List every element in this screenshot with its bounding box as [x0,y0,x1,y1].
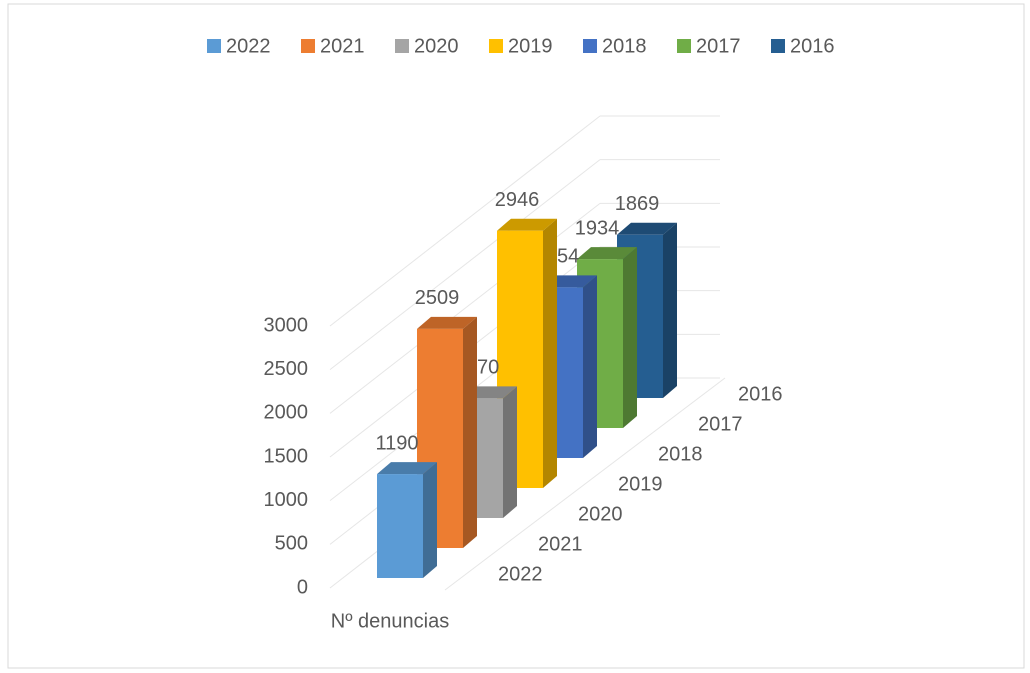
bar-side [543,218,557,488]
bar [377,474,423,578]
y-tick-label: 2000 [264,402,309,424]
bar-top [577,247,637,260]
bar-side [623,247,637,428]
legend-swatch [489,39,503,53]
y-tick-label: 0 [297,576,308,598]
value-label: 1190 [375,432,418,454]
legend-label: 2016 [790,35,835,57]
depth-label: 2018 [658,443,703,465]
depth-label: 2016 [738,383,783,405]
y-tick-label: 1000 [264,489,309,511]
y-tick-label: 1500 [264,445,309,467]
bar-side [423,462,437,578]
grid-line [329,159,601,371]
bar-top [497,218,557,231]
legend-label: 2019 [508,35,553,57]
y-tick-label: 500 [275,533,308,555]
bar-side [503,386,517,518]
y-tick-label: 2500 [264,358,309,380]
floor-edge [444,377,726,591]
legend-swatch [207,39,221,53]
bar-top [617,222,677,235]
x-tick-label: Nº denuncias [331,610,450,632]
depth-label: 2019 [618,473,663,495]
legend-swatch [395,39,409,53]
legend-label: 2022 [226,35,271,57]
bar-side [583,275,597,458]
bar-top [417,316,477,329]
depth-label: 2020 [578,503,623,525]
value-label: 2509 [415,287,460,309]
depth-label: 2017 [698,413,743,435]
legend-swatch [583,39,597,53]
legend-label: 2021 [320,35,365,57]
value-label: 2946 [495,189,540,211]
value-label: 1934 [575,217,620,239]
legend-label: 2020 [414,35,459,57]
legend-label: 2017 [696,35,741,57]
value-label: 1869 [615,193,660,215]
grid-line [329,115,601,327]
bar-side [663,222,677,398]
legend-swatch [301,39,315,53]
y-tick-label: 3000 [264,314,309,336]
bar-top [377,462,437,475]
legend-swatch [677,39,691,53]
depth-label: 2022 [498,563,543,585]
bar-side [463,316,477,548]
depth-label: 2021 [538,533,583,555]
legend-label: 2018 [602,35,647,57]
legend-swatch [771,39,785,53]
